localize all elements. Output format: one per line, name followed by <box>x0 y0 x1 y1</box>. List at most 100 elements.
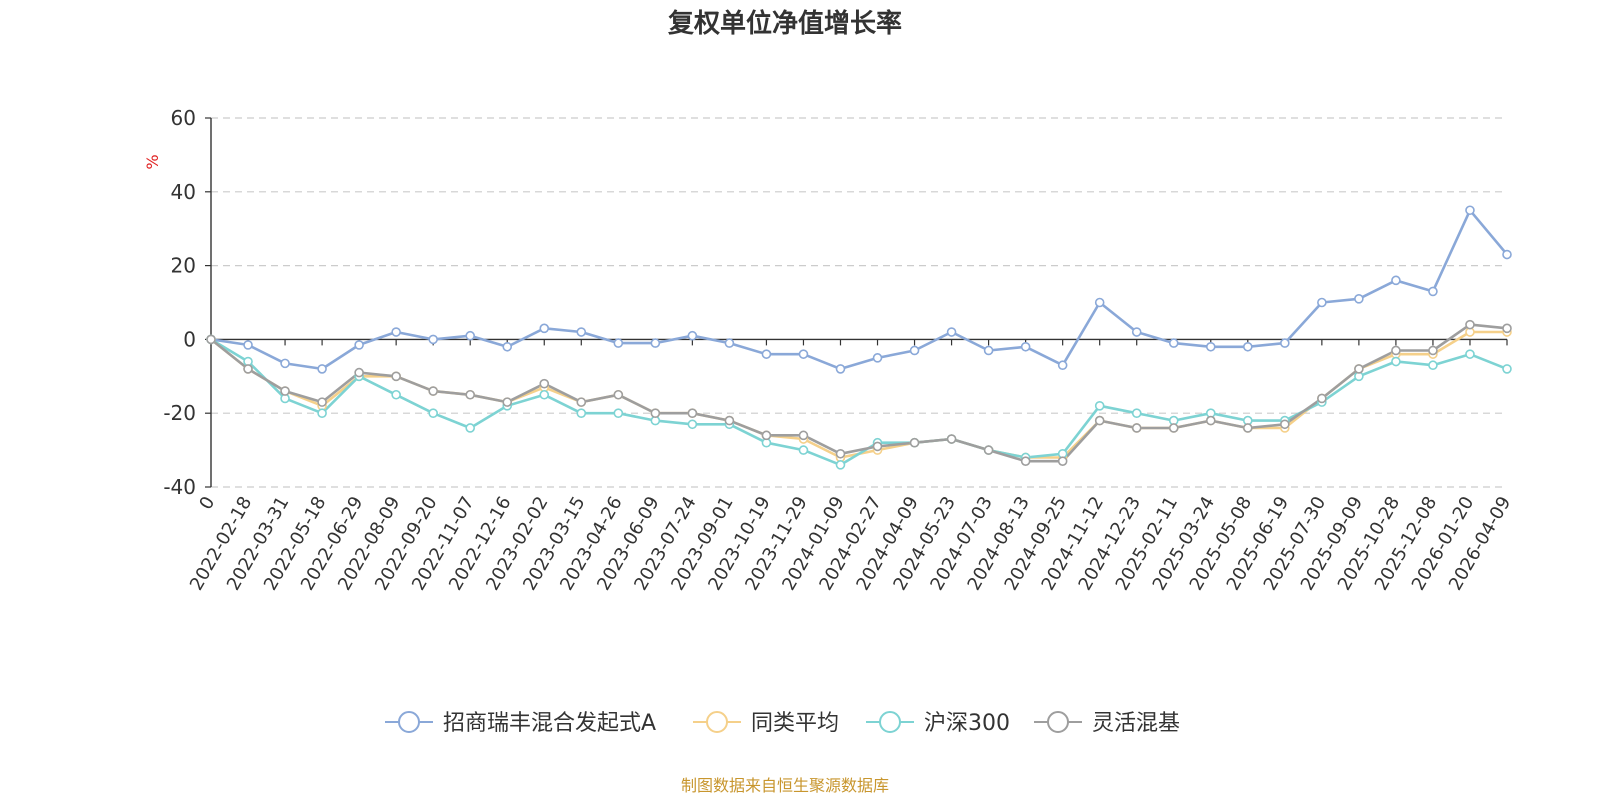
series-point-0 <box>761 349 772 359</box>
series-point-2 <box>1428 360 1438 371</box>
series-point-3 <box>983 445 994 455</box>
series-point-3 <box>354 367 364 378</box>
series-point-0 <box>650 338 661 348</box>
series-point-0 <box>1131 327 1142 337</box>
series-point-3 <box>1354 364 1364 374</box>
x-tick-label: 0 <box>195 493 219 513</box>
series-point-3 <box>1317 393 1327 404</box>
legend[interactable]: 招商瑞丰混合发起式A 同类平均 沪深300 灵活混基 <box>385 711 1180 736</box>
series-point-0 <box>1020 341 1031 352</box>
series-markers <box>206 205 1512 470</box>
series-point-3 <box>1502 323 1512 334</box>
gridlines <box>211 117 1507 488</box>
series-point-3 <box>465 389 476 400</box>
series-point-3 <box>1280 419 1290 430</box>
series-line-1 <box>210 330 1507 459</box>
legend-swatch-marker <box>398 711 420 733</box>
series-point-3 <box>1428 345 1438 356</box>
series-point-2 <box>613 408 624 419</box>
series-point-3 <box>391 371 401 382</box>
series-point-0 <box>1094 297 1105 308</box>
legend-item-3[interactable]: 灵活混基 <box>1034 711 1180 736</box>
series-point-3 <box>280 386 290 396</box>
legend-label: 招商瑞丰混合发起式A <box>443 711 656 736</box>
y-tick-label: -20 <box>163 401 196 425</box>
series-point-3 <box>724 415 735 426</box>
series-point-0 <box>946 327 957 337</box>
legend-swatch-marker <box>879 711 901 733</box>
series-point-3 <box>761 430 772 441</box>
series-point-0 <box>1465 205 1475 216</box>
legend-swatch-marker <box>1047 711 1069 733</box>
series-point-2 <box>317 408 327 419</box>
series-point-3 <box>1391 345 1401 356</box>
legend-swatch-marker <box>706 711 728 733</box>
series-point-2 <box>1465 349 1475 359</box>
series-point-2 <box>539 389 550 400</box>
chart-title: 复权单位净值增长率 <box>668 8 902 39</box>
series-point-0 <box>354 340 364 350</box>
series-line-2 <box>210 338 1508 467</box>
series-point-0 <box>1354 294 1364 304</box>
series-point-0 <box>576 327 587 337</box>
legend-item-2[interactable]: 沪深300 <box>866 711 1010 736</box>
series-point-2 <box>1502 364 1512 374</box>
y-axis-unit-label: % <box>143 154 162 169</box>
series-point-0 <box>909 345 920 356</box>
series-point-3 <box>946 434 957 444</box>
series-point-2 <box>391 389 401 400</box>
series-point-0 <box>502 341 513 352</box>
series-point-2 <box>798 445 809 455</box>
source-note: 制图数据来自恒生聚源数据库 <box>681 776 889 795</box>
series-point-3 <box>502 397 513 407</box>
series-point-3 <box>687 408 698 419</box>
series-point-0 <box>1280 338 1290 348</box>
series-point-3 <box>872 441 883 452</box>
series-point-0 <box>465 330 476 341</box>
series-point-0 <box>687 330 698 341</box>
series-point-0 <box>1205 341 1216 352</box>
series-point-0 <box>798 349 809 359</box>
series-point-3 <box>576 397 587 407</box>
series-point-3 <box>835 448 846 459</box>
series-lines <box>210 209 1508 467</box>
series-point-3 <box>428 386 438 396</box>
series-point-0 <box>317 364 327 374</box>
series-line-3 <box>210 323 1508 463</box>
series-point-2 <box>465 423 476 433</box>
series-line-0 <box>210 209 1508 371</box>
y-tick-label: 0 <box>183 327 196 351</box>
series-point-3 <box>1243 423 1253 433</box>
series-point-2 <box>1094 401 1105 411</box>
legend-item-0[interactable]: 招商瑞丰混合发起式A <box>385 711 656 736</box>
series-point-0 <box>280 358 290 369</box>
series-point-3 <box>317 397 327 407</box>
legend-item-1[interactable]: 同类平均 <box>693 711 839 736</box>
series-point-0 <box>1428 286 1438 297</box>
series-point-3 <box>243 364 253 374</box>
series-point-0 <box>613 338 624 348</box>
series-point-3 <box>206 334 216 345</box>
legend-label: 沪深300 <box>924 711 1010 736</box>
legend-label: 灵活混基 <box>1092 711 1180 736</box>
series-point-0 <box>428 334 438 345</box>
series-point-3 <box>1131 423 1142 433</box>
series-point-0 <box>872 353 883 363</box>
series-point-0 <box>1502 249 1512 260</box>
series-point-3 <box>539 378 550 389</box>
y-tick-label: 60 <box>171 106 196 130</box>
series-point-2 <box>1131 408 1142 419</box>
series-point-0 <box>724 338 735 348</box>
y-tick-label: -40 <box>163 475 196 499</box>
series-point-2 <box>687 419 698 430</box>
series-point-3 <box>1168 423 1179 433</box>
series-point-0 <box>835 364 846 374</box>
series-point-3 <box>798 430 809 441</box>
series-point-0 <box>983 345 994 356</box>
series-point-3 <box>613 389 624 400</box>
series-point-3 <box>650 408 661 419</box>
series-point-0 <box>539 323 550 334</box>
series-point-0 <box>1317 297 1327 308</box>
axes: 6040200-20-4002022-02-182022-03-312022-0… <box>163 106 1515 594</box>
